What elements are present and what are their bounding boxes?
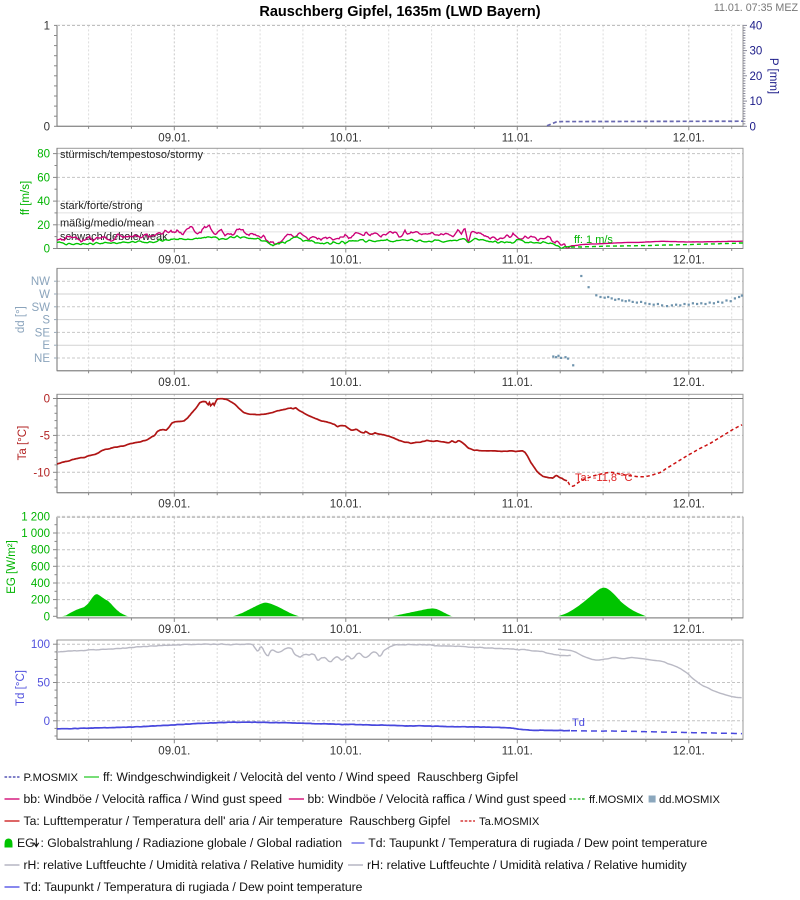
svg-text:12.01.: 12.01. xyxy=(673,377,705,389)
svg-text:ff [m/s]: ff [m/s] xyxy=(20,181,32,215)
svg-text:11.01.: 11.01. xyxy=(502,624,533,636)
svg-text:1 200: 1 200 xyxy=(21,511,50,523)
svg-text:80: 80 xyxy=(37,149,50,161)
svg-text:EG: EG xyxy=(17,836,35,850)
svg-text:SW: SW xyxy=(31,302,50,314)
svg-text:30: 30 xyxy=(750,46,763,58)
svg-text:Ta.MOSMIX: Ta.MOSMIX xyxy=(479,816,540,828)
svg-text:0: 0 xyxy=(44,121,50,133)
svg-text:ff.MOSMIX: ff.MOSMIX xyxy=(589,794,644,806)
svg-text:S: S xyxy=(42,315,50,327)
svg-text:-10: -10 xyxy=(33,467,50,479)
svg-text:W: W xyxy=(39,289,50,301)
svg-text:10.01.: 10.01. xyxy=(330,745,362,757)
svg-text:10.01.: 10.01. xyxy=(330,255,362,267)
svg-text:600: 600 xyxy=(31,561,50,573)
svg-text:bb: Windböe / Velocità raffica: bb: Windböe / Velocità raffica / Wind gu… xyxy=(24,792,283,806)
svg-text:12.01.: 12.01. xyxy=(673,499,705,511)
svg-text:rH: relative Luftfeuchte / Umi: rH: relative Luftfeuchte / Umidità relat… xyxy=(24,858,345,872)
svg-text:Rauschberg Gipfel, 1635m (LWD: Rauschberg Gipfel, 1635m (LWD Bayern) xyxy=(259,4,540,20)
svg-text:10.01.: 10.01. xyxy=(330,377,362,389)
svg-text:10.01.: 10.01. xyxy=(330,499,362,511)
svg-text:bb: Windböe / Velocità raffica: bb: Windböe / Velocità raffica / Wind gu… xyxy=(308,792,567,806)
svg-text:0: 0 xyxy=(750,121,756,133)
svg-text:11.01.: 11.01. xyxy=(502,499,533,511)
svg-text:dd [°]: dd [°] xyxy=(15,306,27,333)
svg-text:Ta [°C]: Ta [°C] xyxy=(17,426,29,461)
svg-text:11.01.: 11.01. xyxy=(502,255,533,267)
svg-text:11.01.: 11.01. xyxy=(502,377,533,389)
svg-text:11.01.: 11.01. xyxy=(502,745,533,757)
svg-text:12.01.: 12.01. xyxy=(673,255,705,267)
svg-text:dd.MOSMIX: dd.MOSMIX xyxy=(659,794,720,806)
svg-text:NW: NW xyxy=(31,276,50,288)
svg-text:Ta: -11,8 °C: Ta: -11,8 °C xyxy=(575,472,632,484)
svg-text:09.01.: 09.01. xyxy=(158,132,190,144)
svg-text:SE: SE xyxy=(35,327,51,339)
svg-text:ff: Windgeschwindigkeit / Velo: ff: Windgeschwindigkeit / Velocità del v… xyxy=(103,770,518,784)
svg-text:schwach/debole/weak: schwach/debole/weak xyxy=(60,231,168,243)
svg-text:100: 100 xyxy=(31,639,50,651)
svg-text:NE: NE xyxy=(34,353,50,365)
svg-text:40: 40 xyxy=(37,196,50,208)
svg-text:P [mm]: P [mm] xyxy=(767,58,779,94)
svg-text:Td [°C]: Td [°C] xyxy=(15,670,27,706)
svg-text:09.01.: 09.01. xyxy=(158,377,190,389)
svg-text:EG [W/m²]: EG [W/m²] xyxy=(6,540,18,594)
svg-text:12.01.: 12.01. xyxy=(673,132,705,144)
svg-text:40: 40 xyxy=(750,20,763,32)
svg-text:20: 20 xyxy=(750,71,763,83)
svg-text:rH: relative Luftfeuchte / Umi: rH: relative Luftfeuchte / Umidità relat… xyxy=(367,858,688,872)
svg-text:0: 0 xyxy=(44,716,50,728)
svg-text:Td: Taupunkt / Temperatura di: Td: Taupunkt / Temperatura di rugiada / … xyxy=(368,836,707,850)
svg-text:09.01.: 09.01. xyxy=(158,745,190,757)
svg-text:10: 10 xyxy=(750,96,763,108)
svg-text:10.01.: 10.01. xyxy=(330,624,362,636)
svg-text:Ta: Lufttemperatur / Temperatu: Ta: Lufttemperatur / Temperatura dell' a… xyxy=(24,814,451,828)
svg-text:800: 800 xyxy=(31,545,50,557)
svg-text:stark/forte/strong: stark/forte/strong xyxy=(60,200,143,212)
svg-text:ff: 1 m/s: ff: 1 m/s xyxy=(574,234,613,246)
svg-text:12.01.: 12.01. xyxy=(673,624,705,636)
svg-text:50: 50 xyxy=(37,678,50,690)
svg-text:10.01.: 10.01. xyxy=(330,132,362,144)
svg-text:09.01.: 09.01. xyxy=(158,499,190,511)
svg-text:0: 0 xyxy=(44,394,50,406)
svg-text:1: 1 xyxy=(44,20,50,32)
svg-text:1 000: 1 000 xyxy=(21,528,50,540)
svg-text:11.01.: 11.01. xyxy=(502,132,533,144)
svg-text:stürmisch/tempestoso/stormy: stürmisch/tempestoso/stormy xyxy=(60,149,204,161)
svg-text:E: E xyxy=(42,340,50,352)
svg-text:Td: Td xyxy=(572,717,585,729)
svg-text:09.01.: 09.01. xyxy=(158,255,190,267)
svg-text:mäßig/medio/mean: mäßig/medio/mean xyxy=(60,218,154,230)
svg-text:09.01.: 09.01. xyxy=(158,624,190,636)
svg-text:: Globalstrahlung / Radiazione: : Globalstrahlung / Radiazione globale /… xyxy=(41,836,343,850)
svg-text:0: 0 xyxy=(44,244,50,256)
svg-text:Td: Taupunkt / Temperatura di: Td: Taupunkt / Temperatura di rugiada / … xyxy=(24,880,363,894)
svg-text:0: 0 xyxy=(44,611,50,623)
svg-text:P.MOSMIX: P.MOSMIX xyxy=(24,772,79,784)
svg-text:20: 20 xyxy=(37,220,50,232)
svg-text:-5: -5 xyxy=(40,430,50,442)
svg-text:12.01.: 12.01. xyxy=(673,745,705,757)
svg-text:200: 200 xyxy=(31,595,50,607)
svg-text:11.01. 07:35 MEZ: 11.01. 07:35 MEZ xyxy=(714,2,799,14)
svg-text:60: 60 xyxy=(37,172,50,184)
svg-text:400: 400 xyxy=(31,578,50,590)
